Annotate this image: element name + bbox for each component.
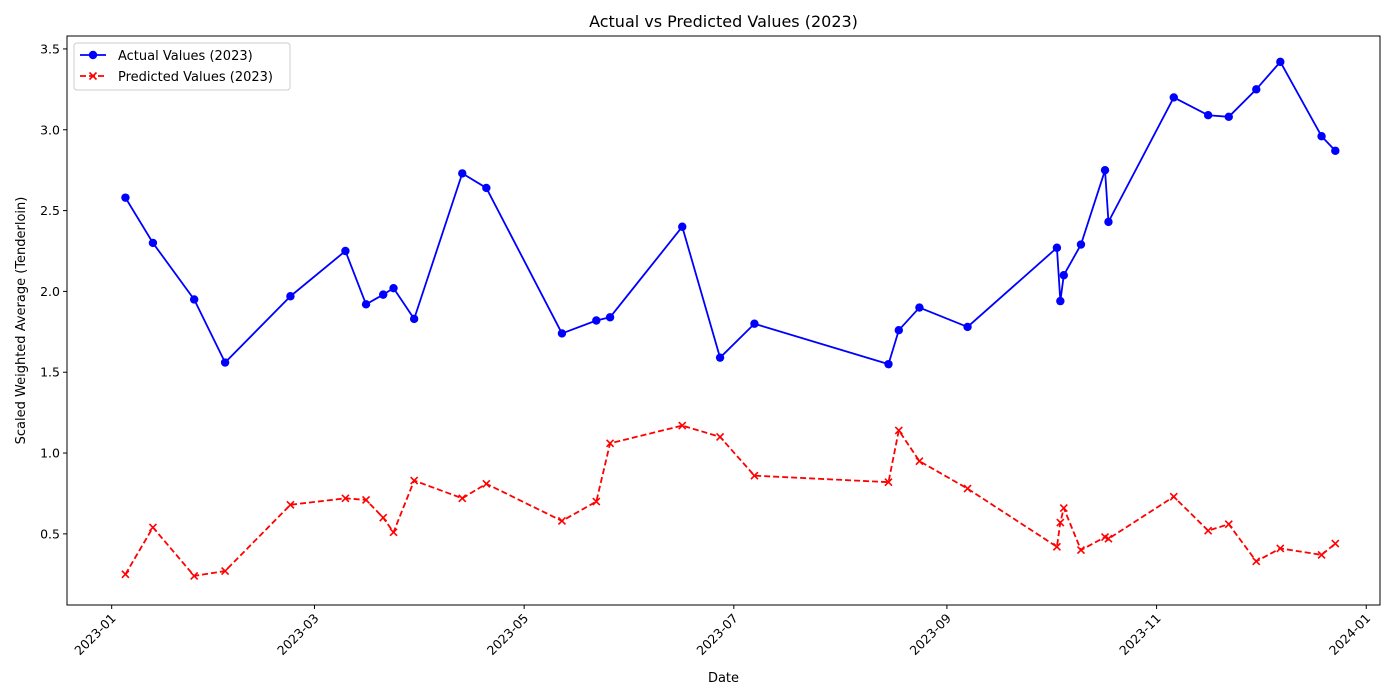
legend-actual-label: Actual Values (2023) xyxy=(118,49,253,64)
legend-actual-marker xyxy=(88,50,98,60)
predicted-data-point xyxy=(1252,557,1261,566)
predicted-data-point xyxy=(678,421,687,430)
actual-data-point xyxy=(1104,217,1113,227)
actual-data-point xyxy=(678,222,687,231)
predicted-data-point xyxy=(1169,492,1178,501)
actual-data-point xyxy=(409,314,419,324)
actual-data-point xyxy=(220,358,230,367)
predicted-data-point xyxy=(1224,520,1233,529)
actual-data-point xyxy=(148,238,158,248)
predicted-data-point xyxy=(884,478,893,487)
actual-data-point xyxy=(389,283,398,293)
actual-data-point xyxy=(592,316,601,325)
predicted-data-point xyxy=(410,476,419,485)
actual-data-point xyxy=(361,300,371,309)
y-axis-label: Scaled Weighted Average (Tenderloin) xyxy=(14,197,29,445)
actual-data-point xyxy=(121,193,130,202)
predicted-data-point xyxy=(221,566,230,576)
predicted-data-point xyxy=(1317,550,1326,559)
predicted-data-point xyxy=(458,494,467,503)
predicted-data-point xyxy=(915,457,924,466)
predicted-data-point xyxy=(557,516,567,526)
predicted-data-point xyxy=(1104,534,1113,543)
actual-data-point xyxy=(286,292,295,301)
actual-data-point xyxy=(750,319,759,328)
actual-data-point xyxy=(1076,240,1086,249)
predicted-data-point xyxy=(286,500,295,509)
legend-predicted-label: Predicted Values (2023) xyxy=(118,70,273,85)
predicted-data-point xyxy=(1276,544,1285,553)
actual-data-point xyxy=(1052,243,1062,252)
predicted-series-line xyxy=(124,424,1336,577)
predicted-data-point xyxy=(1052,542,1061,551)
predicted-data-point xyxy=(606,439,615,448)
actual-data-point xyxy=(379,290,388,299)
predicted-data-point xyxy=(1331,539,1340,548)
actual-data-point xyxy=(1276,57,1285,67)
predicted-data-point xyxy=(341,494,350,503)
y-tick-label: 3.0 xyxy=(40,122,60,137)
actual-data-point xyxy=(1059,271,1068,280)
legend: Actual Values (2023) Predicted Values (2… xyxy=(73,42,291,91)
plot-frame xyxy=(66,35,1381,606)
predicted-data-point xyxy=(379,513,388,522)
actual-data-point xyxy=(341,246,350,256)
predicted-data-point xyxy=(148,523,157,532)
x-axis-label: Date xyxy=(708,671,739,686)
legend-box xyxy=(73,42,291,91)
predicted-data-point xyxy=(190,571,199,580)
actual-data-point xyxy=(1056,296,1065,306)
predicted-data-point xyxy=(894,426,903,435)
predicted-data-point xyxy=(361,495,371,504)
predicted-data-point xyxy=(1076,545,1086,555)
predicted-data-point xyxy=(482,479,491,488)
actual-data-point xyxy=(557,329,567,338)
y-tick-label: 0.5 xyxy=(40,526,60,541)
y-tick-label: 1.0 xyxy=(40,446,60,461)
actual-data-point xyxy=(189,295,199,304)
legend-predicted-marker xyxy=(88,71,98,81)
actual-data-point xyxy=(1224,112,1233,122)
predicted-data-point xyxy=(121,570,130,579)
actual-data-point xyxy=(1169,93,1178,102)
actual-data-point xyxy=(884,359,893,369)
y-tick-label: 2.0 xyxy=(40,284,60,299)
predicted-data-point xyxy=(715,432,725,441)
predicted-data-point xyxy=(592,497,601,506)
actual-data-point xyxy=(963,322,972,332)
actual-data-point xyxy=(1252,85,1261,94)
actual-data-point xyxy=(715,353,725,362)
actual-data-point xyxy=(605,313,615,322)
actual-data-point xyxy=(915,303,924,312)
actual-data-point xyxy=(1317,132,1326,141)
chart-title: Actual vs Predicted Values (2023) xyxy=(589,12,858,31)
predicted-data-point xyxy=(389,528,398,537)
actual-data-point xyxy=(1100,165,1110,175)
actual-data-point xyxy=(458,169,467,178)
predicted-data-point xyxy=(1059,503,1068,513)
y-tick-label: 1.5 xyxy=(40,365,60,380)
actual-data-point xyxy=(482,183,491,193)
y-tick-label: 3.5 xyxy=(40,41,60,56)
predicted-data-point xyxy=(963,484,972,493)
predicted-data-point xyxy=(750,471,759,480)
predicted-data-point xyxy=(1056,518,1065,527)
plot-area xyxy=(121,57,1340,580)
y-tick-label: 2.5 xyxy=(40,203,60,218)
predicted-data-point xyxy=(1204,526,1213,535)
actual-data-point xyxy=(1203,111,1213,120)
actual-data-point xyxy=(1331,146,1340,155)
actual-data-point xyxy=(894,325,903,335)
